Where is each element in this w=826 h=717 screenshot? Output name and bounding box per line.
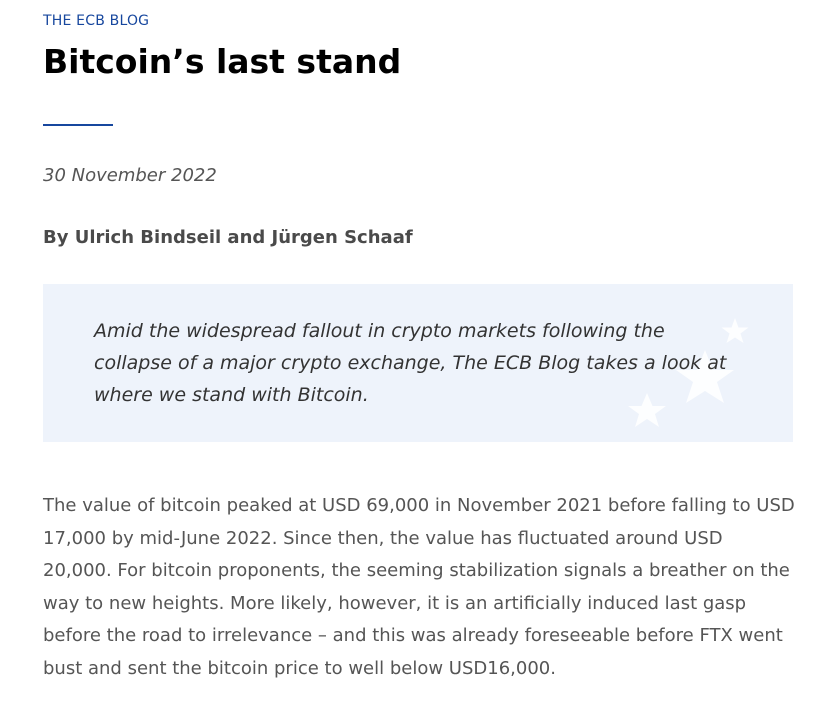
page-title: Bitcoin’s last stand xyxy=(43,42,402,81)
title-divider xyxy=(43,124,113,126)
article-summary-box: Amid the widespread fallout in crypto ma… xyxy=(43,284,793,442)
publication-date: 30 November 2022 xyxy=(43,165,217,186)
author-byline: By Ulrich Bindseil and Jürgen Schaaf xyxy=(43,227,413,248)
eu-stars-watermark-icon xyxy=(628,318,749,427)
summary-text: Amid the widespread fallout in crypto ma… xyxy=(94,320,727,406)
blog-kicker[interactable]: THE ECB BLOG xyxy=(43,13,150,29)
article-paragraph: The value of bitcoin peaked at USD 69,00… xyxy=(43,495,795,679)
